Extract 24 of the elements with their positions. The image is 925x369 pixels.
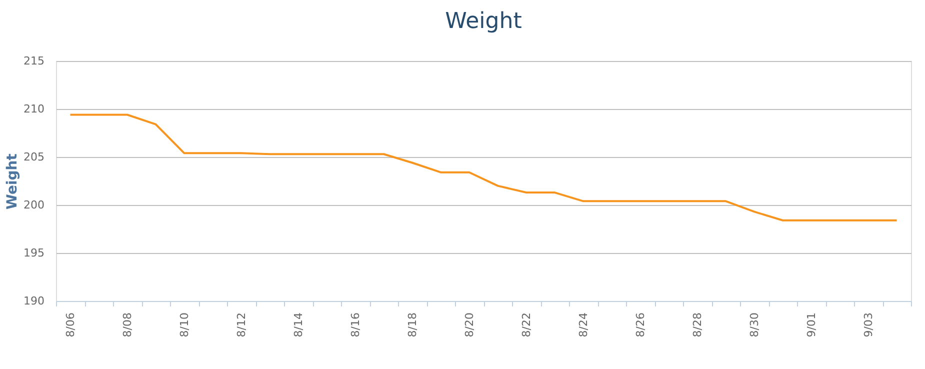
chart-title: Weight [445, 9, 522, 34]
x-tick-label: 8/22 [520, 312, 533, 338]
x-tick-label: 9/01 [804, 312, 818, 338]
x-tick-label: 8/16 [348, 312, 362, 338]
x-tick-label: 8/14 [292, 312, 305, 338]
x-tick-label: 8/24 [576, 312, 590, 338]
y-tick-label: 195 [24, 246, 44, 260]
x-tick-label: 8/20 [462, 312, 476, 338]
y-tick-label: 205 [24, 150, 44, 164]
y-tick-label: 190 [24, 294, 44, 308]
x-tick-label: 8/18 [406, 312, 419, 338]
y-tick-label: 215 [24, 54, 44, 68]
x-tick-label: 8/10 [178, 312, 191, 338]
x-tick-label: 8/26 [634, 312, 647, 338]
x-tick-label: 8/12 [234, 312, 248, 338]
x-tick-label: 8/06 [64, 312, 77, 338]
y-tick-label: 210 [24, 102, 44, 116]
x-tick-label: 8/30 [748, 312, 761, 338]
y-tick-label: 200 [24, 198, 44, 212]
x-tick-label: 8/28 [690, 312, 704, 338]
line-series [69, 114, 898, 222]
x-tick-label: 9/03 [862, 312, 875, 338]
x-tick-label: 8/08 [120, 312, 134, 338]
y-axis-title: Weight [4, 153, 21, 210]
